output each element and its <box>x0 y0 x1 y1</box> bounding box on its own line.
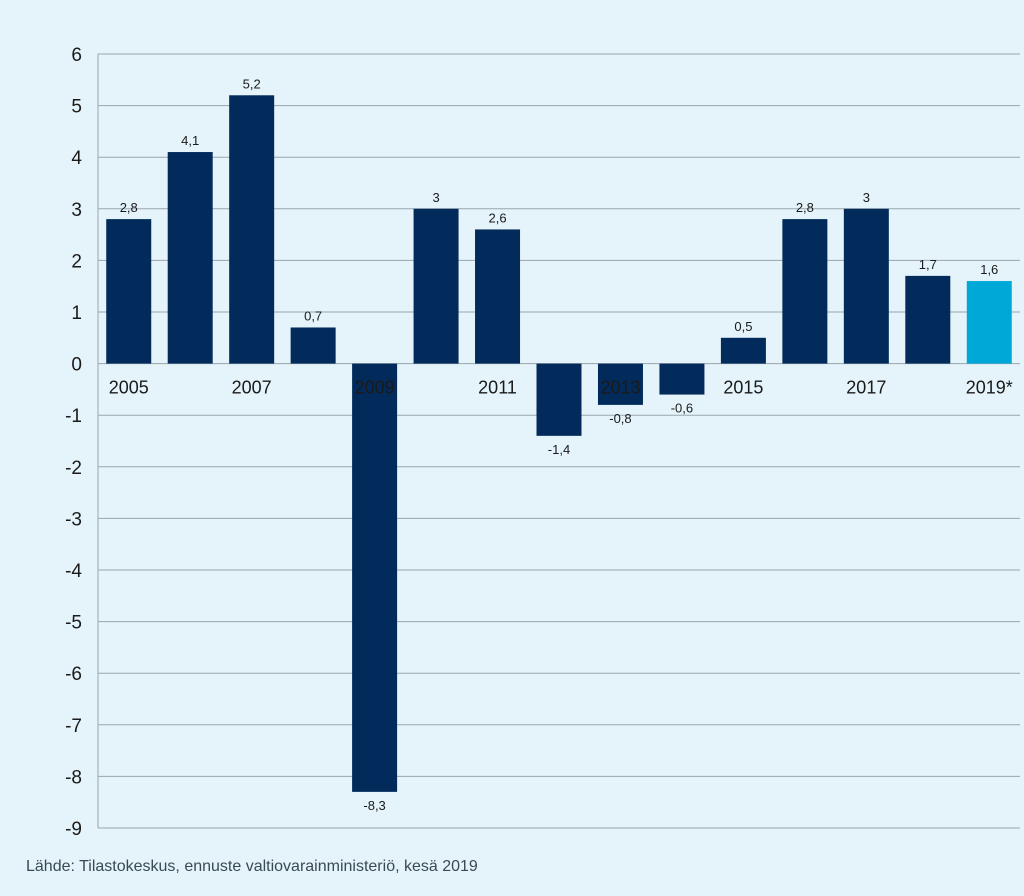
y-tick-label: 3 <box>71 200 82 221</box>
y-tick-label: 4 <box>71 148 82 169</box>
y-tick-label: -4 <box>65 561 82 582</box>
bar-2017 <box>843 208 889 364</box>
bar-2011 <box>475 229 521 364</box>
data-label: -1,4 <box>548 442 570 457</box>
y-tick-label: 0 <box>71 355 82 376</box>
y-tick-label: -7 <box>65 716 82 737</box>
y-tick-label: -3 <box>65 509 82 530</box>
data-labels: 2,8 4,1 5,2 0,7 -8,3 3 2,6 -1,4 -0,8 -0,6 0,5 2,8 3 1… <box>120 76 999 813</box>
bars <box>106 95 1012 792</box>
data-label: 1,6 <box>980 262 998 277</box>
y-tick-label: 5 <box>71 97 82 118</box>
data-label: -0,8 <box>609 411 631 426</box>
y-tick-label: -5 <box>65 613 82 634</box>
bar-2014 <box>659 363 705 395</box>
bar-2015 <box>720 337 766 364</box>
data-label: 4,1 <box>181 133 199 148</box>
bar-2010 <box>413 208 459 364</box>
bar-2009 <box>352 363 398 792</box>
y-tick-label: 2 <box>71 251 82 272</box>
x-tick-label: 2013 <box>600 378 640 398</box>
data-label: 2,8 <box>120 200 138 215</box>
y-tick-label: 6 <box>71 45 82 66</box>
data-label: 2,6 <box>488 210 506 225</box>
bar-2006 <box>167 152 213 364</box>
y-tick-label: -1 <box>65 406 82 427</box>
y-tick-label: 1 <box>71 303 82 324</box>
bar-2008 <box>290 327 336 364</box>
data-label: 2,8 <box>796 200 814 215</box>
bar-2013 <box>597 363 643 405</box>
y-tick-label: -6 <box>65 664 82 685</box>
data-label: 3 <box>863 190 870 205</box>
data-label: 1,7 <box>919 257 937 272</box>
x-tick-label: 2015 <box>723 378 763 398</box>
x-axis-ticks: 2005 2007 2009 2011 2013 2015 2017 2019* <box>109 378 1013 398</box>
bar-2018 <box>905 275 951 364</box>
x-tick-label: 2007 <box>232 378 272 398</box>
y-tick-label: -9 <box>65 819 82 840</box>
bar-2019-forecast <box>966 281 1012 364</box>
data-label: -0,6 <box>671 401 693 416</box>
bar-2012 <box>536 363 582 436</box>
y-axis-ticks: 6 5 4 3 2 1 0 -1 -2 -3 -4 -5 -6 -7 -8 -9 <box>65 45 82 840</box>
bar-2005 <box>106 219 152 364</box>
y-tick-label: -2 <box>65 458 82 479</box>
x-tick-label: 2009 <box>355 378 395 398</box>
data-label: 0,7 <box>304 308 322 323</box>
y-tick-label: -8 <box>65 767 82 788</box>
source-note: Lähde: Tilastokeskus, ennuste valtiovara… <box>26 858 478 875</box>
bar-2007 <box>229 95 275 364</box>
x-tick-label: 2019* <box>966 378 1013 398</box>
x-tick-label: 2005 <box>109 378 149 398</box>
bar-2016 <box>782 219 828 364</box>
data-label: 5,2 <box>243 76 261 91</box>
x-tick-label: 2011 <box>478 378 517 398</box>
data-label: -8,3 <box>363 798 385 813</box>
data-label: 0,5 <box>734 319 752 334</box>
data-label: 3 <box>432 190 439 205</box>
x-tick-label: 2017 <box>846 378 886 398</box>
